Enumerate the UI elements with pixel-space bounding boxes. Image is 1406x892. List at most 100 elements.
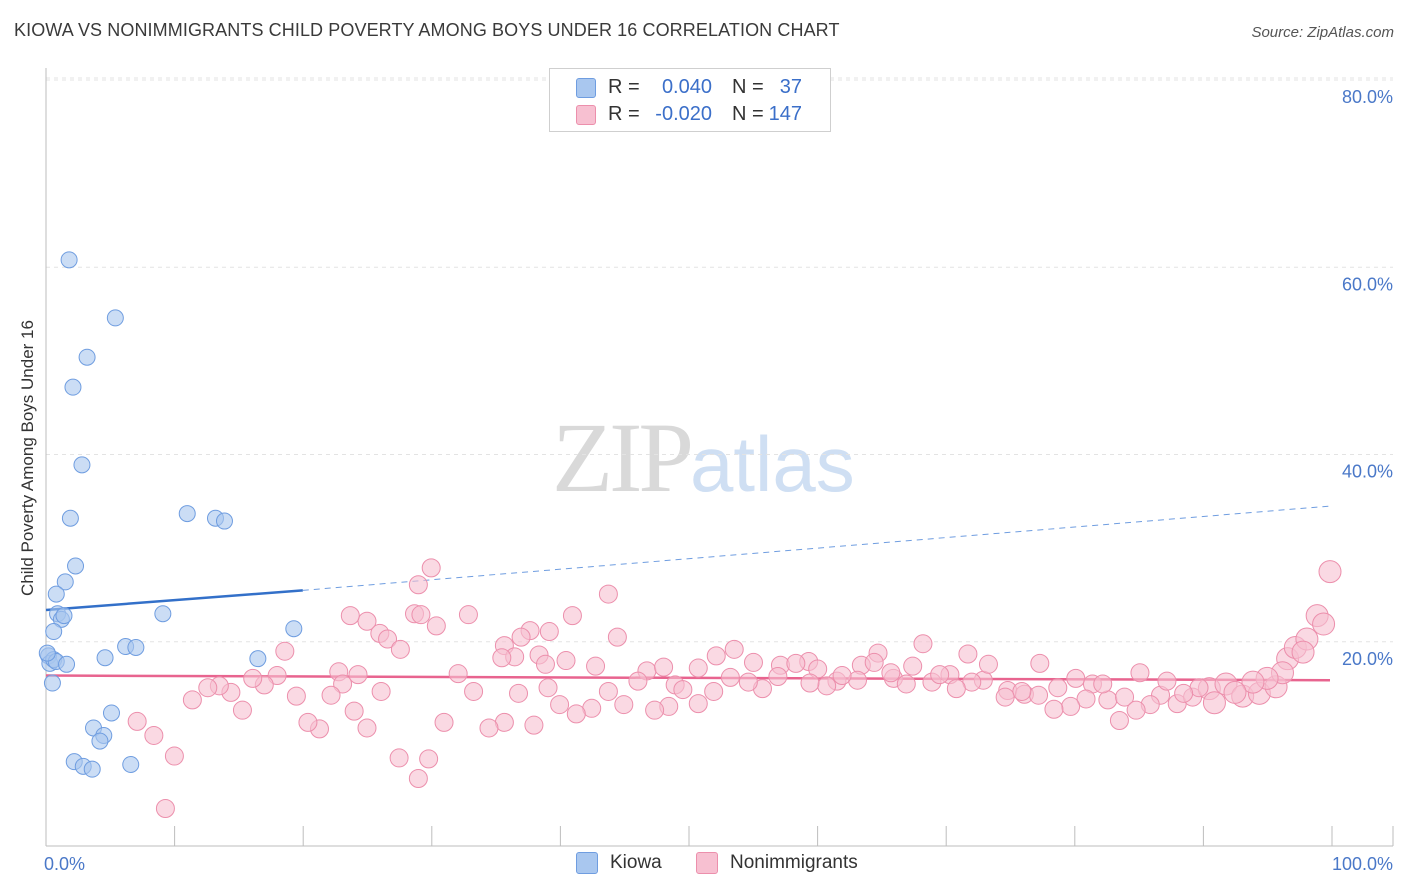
nonimmigrants-point [1130, 663, 1150, 683]
legend-label-kiowa: Kiowa [610, 852, 662, 873]
legend-n-value: 37 [779, 75, 802, 98]
nonimmigrants-point [550, 695, 570, 715]
nonimmigrants-point [881, 663, 901, 683]
nonimmigrants-point [1066, 668, 1086, 688]
nonimmigrants-point [995, 687, 1015, 707]
nonimmigrants-point [1318, 560, 1342, 584]
kiowa-point [249, 650, 267, 668]
tick-labels: 20.0% 40.0% 60.0% 80.0% 0.0% 100.0% Child Pove… [18, 87, 1393, 874]
x-tick-label: 100.0% [1332, 854, 1393, 874]
kiowa-point [67, 557, 85, 575]
nonimmigrants-point [411, 605, 431, 625]
legend-swatch-kiowa [576, 852, 598, 874]
kiowa-point [61, 509, 79, 527]
nonimmigrants-point [1098, 690, 1118, 710]
nonimmigrants-point [340, 606, 360, 626]
nonimmigrants-point [786, 653, 806, 673]
nonimmigrants-point [378, 629, 398, 649]
nonimmigrants-point [511, 627, 531, 647]
y-tick-label: 80.0% [1342, 87, 1393, 107]
nonimmigrants-point [607, 627, 627, 647]
nonimmigrants-point [371, 681, 391, 701]
nonimmigrants-point [562, 606, 582, 626]
nonimmigrants-point [1012, 681, 1032, 701]
legend-n-label: N = [732, 102, 764, 125]
nonimmigrants-point [144, 725, 164, 745]
nonimmigrants-point [357, 611, 377, 631]
nonimmigrants-point [724, 639, 744, 659]
trend-lines [45, 505, 1331, 682]
kiowa-point [78, 348, 96, 366]
nonimmigrants-point [333, 674, 353, 694]
nonimmigrants-point [421, 558, 441, 578]
nonimmigrants-point [1093, 674, 1113, 694]
kiowa-trend-line [45, 589, 303, 612]
legend-n-value: 147 [768, 102, 802, 125]
nonimmigrants-point [1312, 612, 1336, 636]
nonimmigrants-point [598, 584, 618, 604]
nonimmigrants-point [492, 648, 512, 668]
legend-item-kiowa[interactable]: Kiowa [576, 852, 662, 874]
nonimmigrants-point [688, 694, 708, 714]
nonimmigrants-point [1174, 683, 1194, 703]
nonimmigrants-point [903, 656, 923, 676]
legend-r-value: -0.020 [655, 102, 712, 125]
nonimmigrants-point [448, 664, 468, 684]
legend-label-nonimmigrants: Nonimmigrants [730, 852, 858, 873]
kiowa-point [154, 605, 172, 623]
data-points [38, 251, 1342, 818]
legend-swatch-kiowa [576, 78, 596, 98]
kiowa-point [73, 456, 91, 474]
nonimmigrants-point [614, 695, 634, 715]
legend-swatch-nonimmigrants [576, 105, 596, 125]
y-tick-label: 60.0% [1342, 274, 1393, 294]
kiowa-point [127, 638, 145, 656]
kiowa-point [106, 309, 124, 327]
nonimmigrants-point [566, 704, 586, 724]
nonimmigrants-point [800, 673, 820, 693]
legend-r-label: R = [608, 102, 640, 125]
nonimmigrants-point [688, 658, 708, 678]
nonimmigrants-point [389, 748, 409, 768]
kiowa-point [215, 512, 233, 530]
legend-item-nonimmigrants[interactable]: Nonimmigrants [696, 852, 858, 874]
kiowa-point [122, 755, 140, 773]
nonimmigrants-point [464, 681, 484, 701]
nonimmigrants-point [232, 700, 252, 720]
nonimmigrants-point [1030, 653, 1050, 673]
nonimmigrants-point [930, 665, 950, 685]
nonimmigrants-point [958, 644, 978, 664]
legend-r-label: R = [608, 75, 640, 98]
nonimmigrants-point [1076, 689, 1096, 709]
nonimmigrants-point [743, 652, 763, 672]
kiowa-point [58, 655, 76, 673]
nonimmigrants-point [720, 667, 740, 687]
nonimmigrants-point [127, 711, 147, 731]
nonimmigrants-point [426, 616, 446, 636]
kiowa-point [55, 607, 73, 625]
nonimmigrants-point [1291, 640, 1315, 664]
nonimmigrants-point [628, 671, 648, 691]
nonimmigrants-point [586, 656, 606, 676]
nonimmigrants-point [1223, 680, 1247, 704]
nonimmigrants-point [286, 686, 306, 706]
nonimmigrants-point [198, 678, 218, 698]
source-label: Source: ZipAtlas.com [1251, 24, 1394, 41]
nonimmigrants-point [1109, 710, 1129, 730]
legend-swatch-nonimmigrants [696, 852, 718, 874]
legend-n-label: N = [732, 75, 764, 98]
x-tick-label: 0.0% [44, 854, 85, 874]
nonimmigrants-point [1157, 671, 1177, 691]
nonimmigrants-point [344, 701, 364, 721]
nonimmigrants-point [1202, 691, 1226, 715]
kiowa-point [56, 573, 74, 591]
nonimmigrants-point [275, 641, 295, 661]
nonimmigrants-point [357, 718, 377, 738]
kiowa-trend-extension [302, 505, 1331, 591]
kiowa-point [83, 760, 101, 778]
nonimmigrants-point [832, 666, 852, 686]
legend-row-nonimmigrants: R = -0.020 N = 147 [550, 100, 830, 128]
nonimmigrants-point [434, 712, 454, 732]
nonimmigrants-point [864, 652, 884, 672]
nonimmigrants-point [704, 681, 724, 701]
